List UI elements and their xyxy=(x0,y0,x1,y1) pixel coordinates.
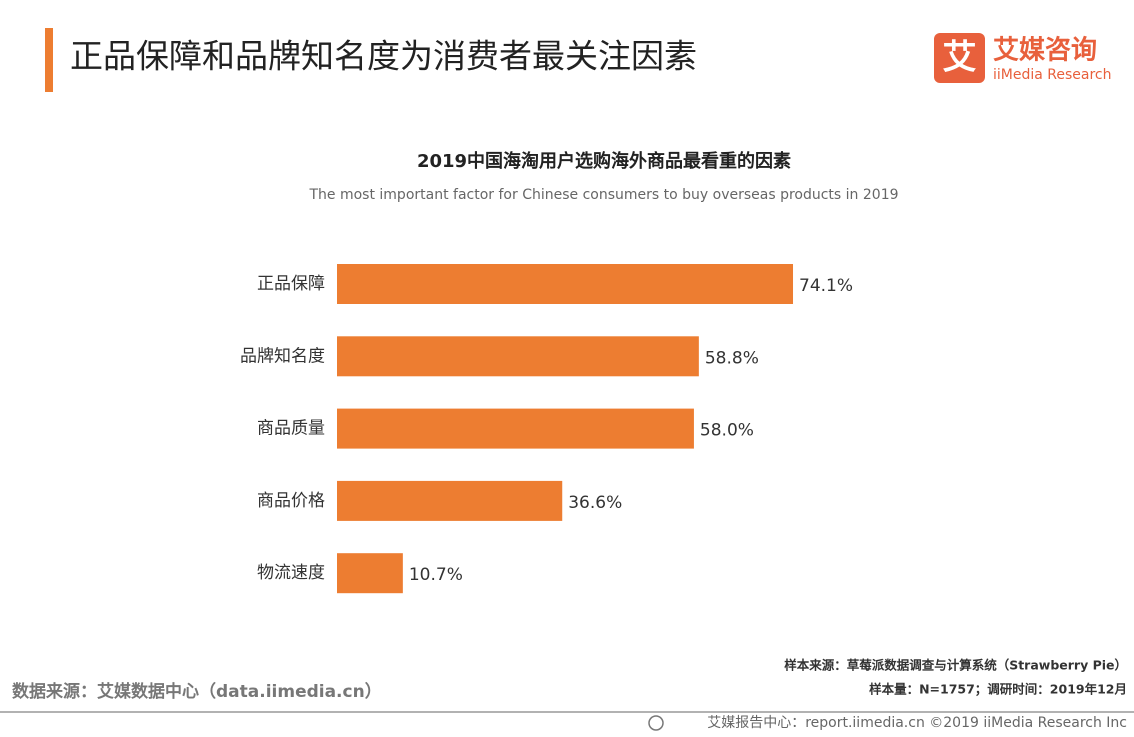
globe-icon xyxy=(648,715,664,731)
bar xyxy=(337,480,563,521)
value-label: 36.6% xyxy=(568,493,622,513)
bar xyxy=(337,408,694,449)
sample-info: 样本量：N=1757；调研时间：2019年12月 xyxy=(869,682,1127,697)
chart-title: 2019中国海淘用户选购海外商品最看重的因素 xyxy=(417,150,791,172)
copyright: 艾媒报告中心：report.iimedia.cn ©2019 iiMedia R… xyxy=(707,715,1127,731)
page-title: 正品保障和品牌知名度为消费者最关注因素 xyxy=(70,37,697,76)
bar xyxy=(337,336,699,377)
category-label: 商品价格 xyxy=(257,491,325,511)
logo-box xyxy=(934,33,985,83)
chart-subtitle: The most important factor for Chinese co… xyxy=(308,187,898,203)
logo-icon: 艾 xyxy=(943,38,977,78)
data-source: 数据来源：艾媒数据中心（data.iimedia.cn） xyxy=(12,681,382,702)
bar xyxy=(337,264,794,304)
value-label: 10.7% xyxy=(409,565,463,585)
logo-text: 艾媒咨询 xyxy=(993,35,1097,66)
logo-subtext: iiMedia Research xyxy=(993,67,1112,83)
category-label: 品牌知名度 xyxy=(240,346,325,366)
value-label: 58.0% xyxy=(700,421,754,441)
plot: 正品保障 74.1% 品牌知名度 58.8% 商品质量 58.0% 商品价格 36.6% 物流速… xyxy=(240,264,853,594)
bar xyxy=(337,553,403,594)
value-label: 74.1% xyxy=(799,276,853,296)
category-label: 商品质量 xyxy=(257,419,325,439)
category-label: 物流速度 xyxy=(257,563,325,583)
title-accent xyxy=(45,28,53,92)
category-label: 正品保障 xyxy=(257,274,325,294)
sample-source: 样本来源：草莓派数据调查与计算系统（Strawberry Pie） xyxy=(784,658,1127,673)
value-label: 58.8% xyxy=(705,348,759,368)
